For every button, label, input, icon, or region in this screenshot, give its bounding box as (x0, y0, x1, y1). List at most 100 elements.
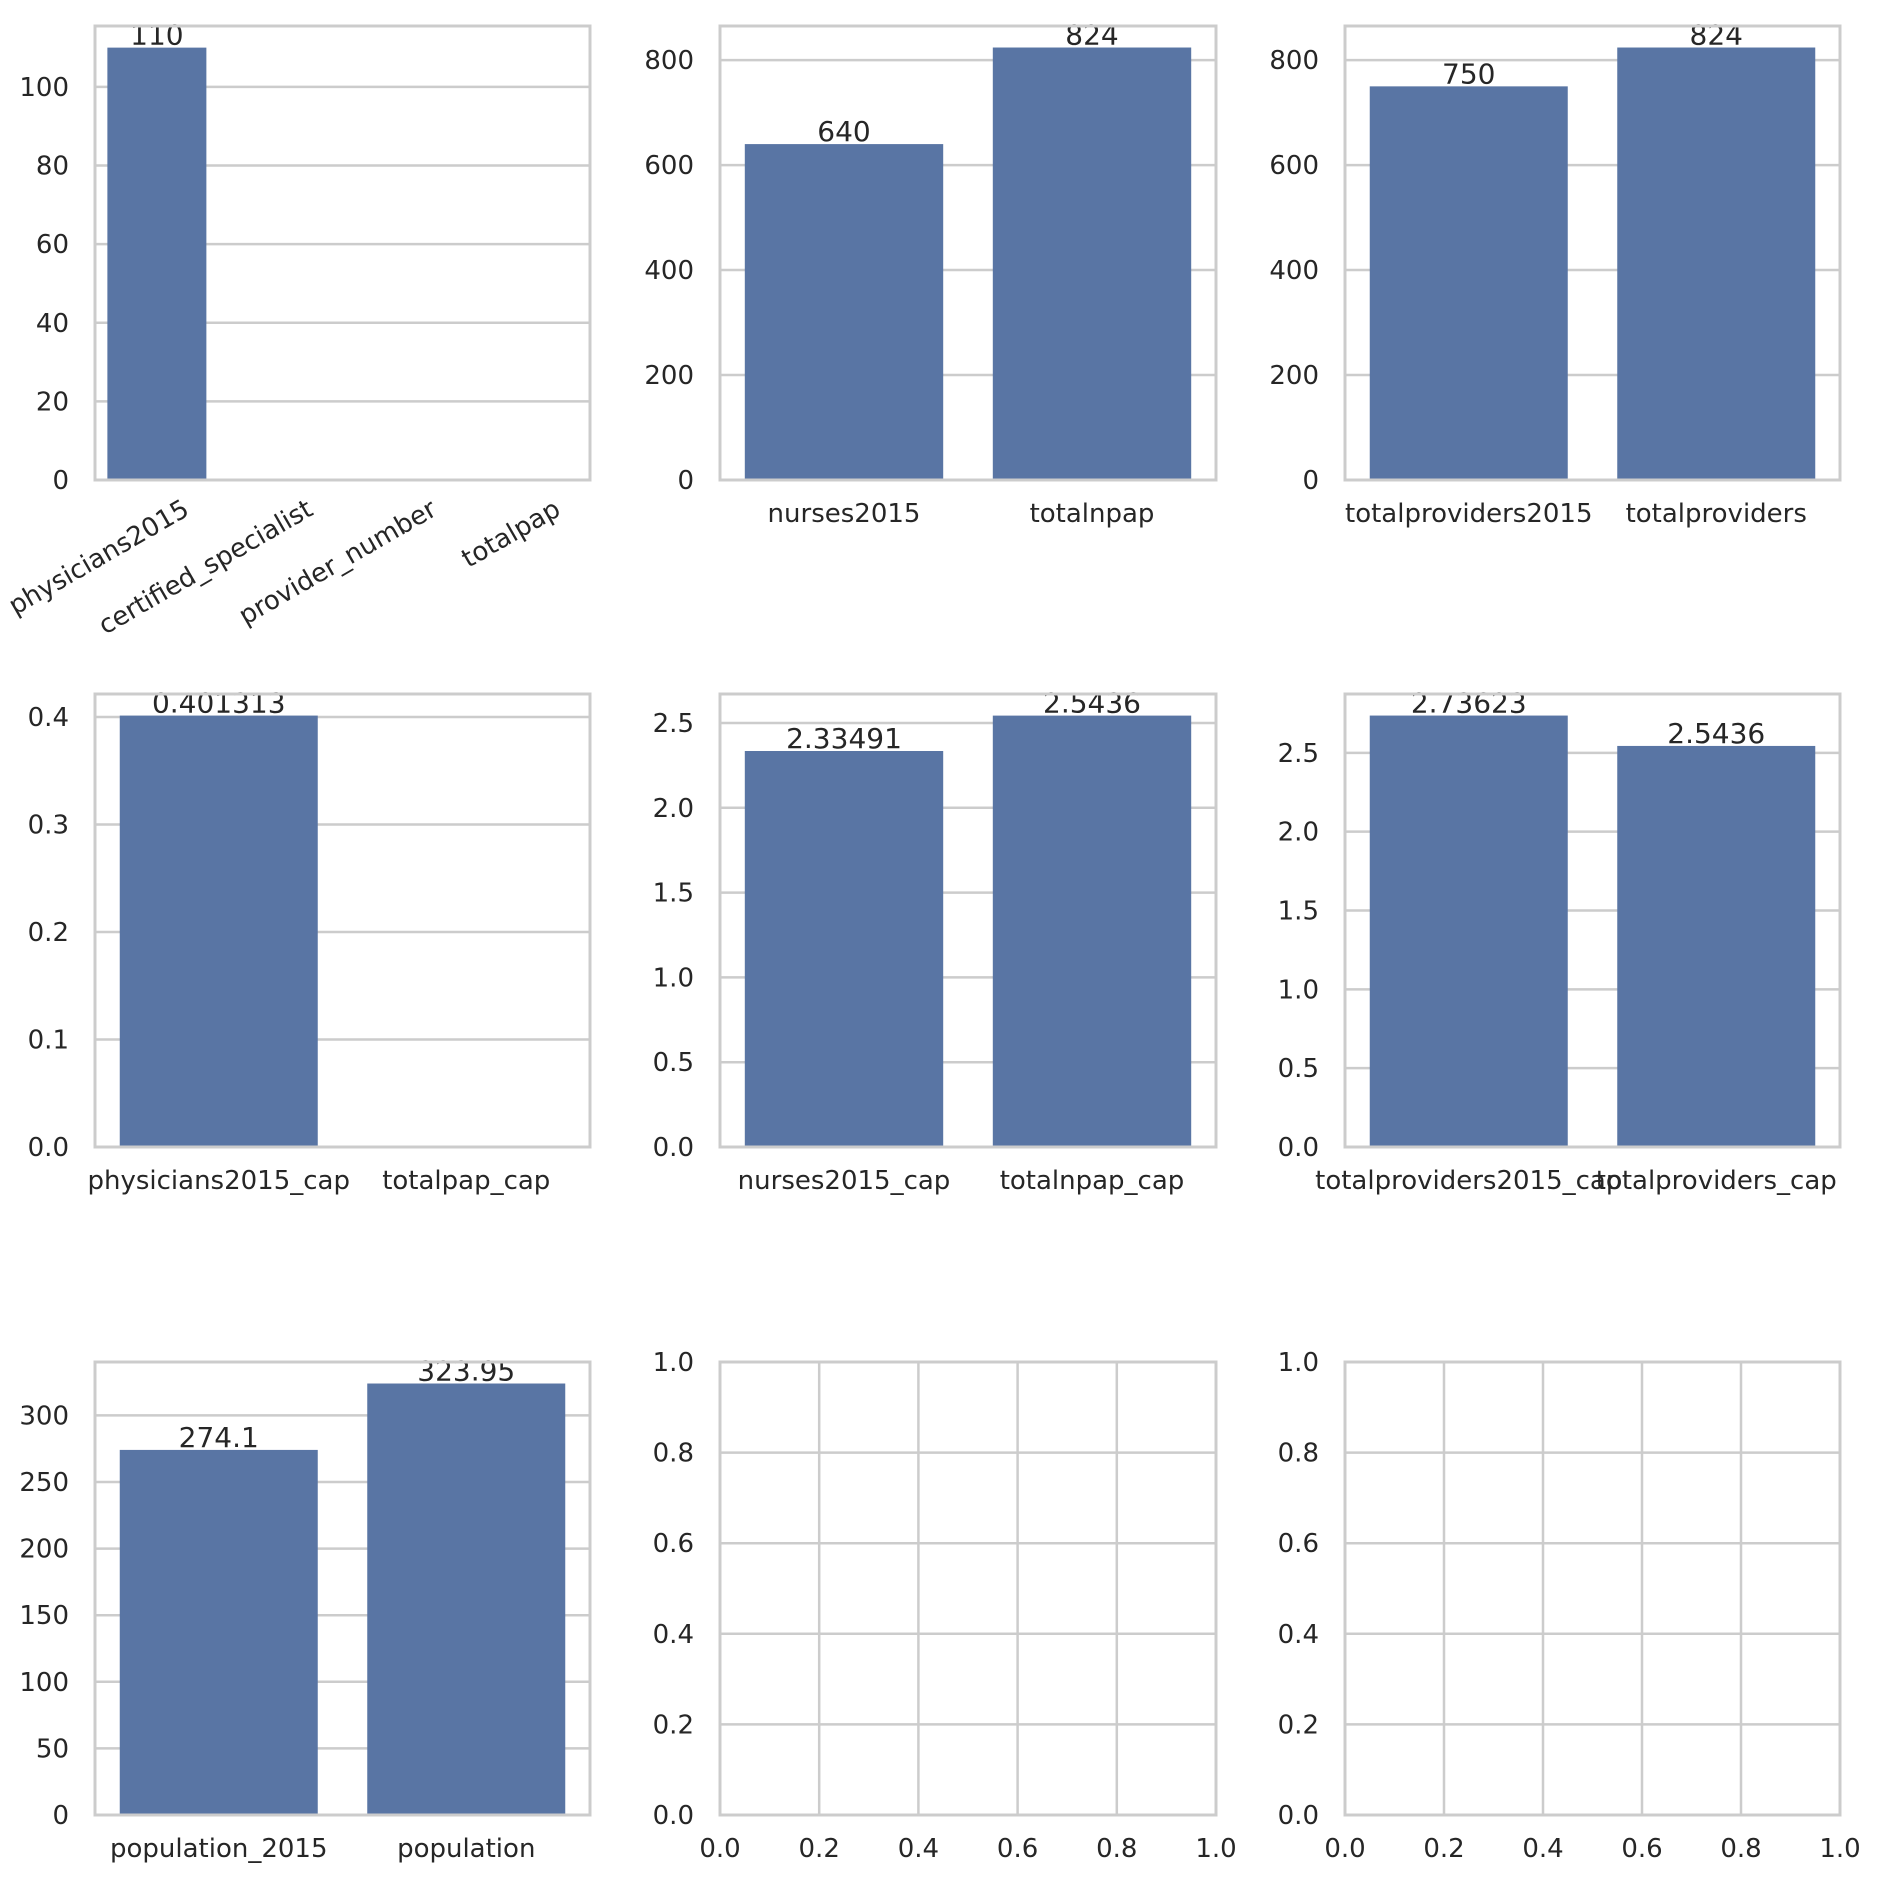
x-tick-label: totalproviders (1626, 499, 1807, 529)
x-tick-label: 0.0 (1324, 1834, 1365, 1864)
axes-frame (718, 692, 1218, 1149)
bar (1369, 86, 1568, 480)
y-tick-label: 0.0 (28, 1133, 69, 1163)
x-tick-label: population (397, 1834, 535, 1864)
y-tick-label: 0.3 (28, 811, 69, 841)
bar (107, 47, 207, 480)
bar-value-label: 2.33491 (786, 722, 902, 755)
bar-value-label: 640 (817, 115, 870, 148)
y-tick-label: 0.1 (28, 1026, 69, 1056)
axes-frame (93, 24, 592, 482)
y-tick-label: 0.0 (1278, 1801, 1319, 1831)
axes-frame (1343, 692, 1842, 1149)
y-tick-label: 100 (19, 73, 69, 103)
y-tick-label: 60 (36, 230, 69, 260)
x-tick-label: totalnpap (1030, 499, 1155, 529)
bar (119, 715, 318, 1147)
y-tick-label: 0.6 (1278, 1529, 1319, 1559)
y-tick-label: 200 (1269, 361, 1319, 391)
x-tick-label: 0.2 (799, 1834, 840, 1864)
y-tick-label: 600 (1269, 151, 1319, 181)
y-tick-label: 800 (1269, 46, 1319, 76)
bar-value-label: 0.401313 (152, 687, 286, 720)
bar (1369, 715, 1568, 1147)
subplot-2: 0 200 400 600 800 640 nurses2015 824 totalnpap (644, 19, 1218, 529)
bar (1617, 47, 1816, 480)
y-tick-label: 100 (19, 1668, 69, 1698)
x-tick-label: nurses2015 (768, 499, 921, 529)
y-tick-label: 1.0 (1278, 975, 1319, 1005)
x-tick-label: 0.4 (1522, 1834, 1563, 1864)
y-tick-label: 400 (644, 256, 694, 286)
y-tick-label: 300 (19, 1401, 69, 1431)
subplot-8: 0.0 0.2 0.4 0.6 0.8 1.0 0.0 0.2 0.4 0.6 0.8 1.0 (653, 1348, 1237, 1864)
axes-frame (1343, 1360, 1842, 1817)
y-tick-label: 20 (36, 387, 69, 417)
axes-frame (718, 24, 1218, 482)
subplot-4: 0.0 0.1 0.2 0.3 0.4 0.401313 physicians2015_ca… (28, 687, 592, 1196)
x-tick-label: totalpap_cap (382, 1166, 550, 1196)
bar (744, 751, 944, 1147)
y-tick-label: 2.0 (1278, 818, 1319, 848)
x-tick-label: physicians2015_cap (87, 1166, 350, 1196)
x-tick-label: totalproviders2015_cap (1315, 1166, 1622, 1196)
x-tick-label: totalproviders2015 (1345, 499, 1593, 529)
y-tick-label: 2.5 (1278, 739, 1319, 769)
x-tick-label: 0.6 (1621, 1834, 1662, 1864)
x-tick-label: 1.0 (1195, 1834, 1236, 1864)
y-tick-label: 250 (19, 1468, 69, 1498)
bar-value-label: 824 (1065, 19, 1118, 52)
subplot-6: 0.0 0.5 1.0 1.5 2.0 2.5 2.73623 totalproviders2… (1278, 687, 1842, 1196)
x-tick-label: 0.6 (997, 1834, 1038, 1864)
x-tick-label: 1.0 (1819, 1834, 1860, 1864)
bar-value-label: 2.5436 (1043, 687, 1141, 720)
y-tick-label: 80 (36, 152, 69, 182)
bar (367, 1383, 566, 1815)
y-tick-label: 0.0 (653, 1133, 694, 1163)
x-tick-label: nurses2015_cap (738, 1166, 951, 1196)
y-tick-label: 0.2 (653, 1710, 694, 1740)
x-tick-label: totalnpap_cap (1000, 1166, 1185, 1196)
bar-value-label: 2.5436 (1667, 717, 1765, 750)
y-tick-label: 1.5 (1278, 896, 1319, 926)
x-tick-label: 0.4 (898, 1834, 939, 1864)
y-tick-label: 800 (644, 46, 694, 76)
y-tick-label: 0 (52, 1801, 69, 1831)
bar-value-label: 323.95 (417, 1355, 515, 1388)
subplot-3: 0 200 400 600 800 750 totalproviders2015 824 tot… (1269, 19, 1842, 529)
y-tick-label: 0.2 (1278, 1710, 1319, 1740)
bar (744, 144, 944, 481)
y-tick-label: 1.0 (1278, 1348, 1319, 1378)
subplot-5: 0.0 0.5 1.0 1.5 2.0 2.5 2.33491 nurses2015_cap 2… (653, 687, 1218, 1196)
y-tick-label: 0.4 (28, 703, 69, 733)
y-tick-label: 0.4 (1278, 1620, 1319, 1650)
y-tick-label: 1.0 (653, 1348, 694, 1378)
y-tick-label: 600 (644, 151, 694, 181)
axes-frame (718, 1360, 1218, 1817)
x-tick-label: 0.8 (1096, 1834, 1137, 1864)
bar (1617, 745, 1816, 1147)
y-tick-label: 2.0 (653, 794, 694, 824)
x-tick-label: certified_specialist (94, 494, 319, 641)
x-tick-label: totalpap (457, 494, 566, 574)
y-tick-label: 40 (36, 309, 69, 339)
bar-value-label: 824 (1690, 19, 1743, 52)
y-tick-label: 0.5 (653, 1048, 694, 1078)
x-tick-label: 0.8 (1720, 1834, 1761, 1864)
axes-frame (93, 692, 592, 1149)
y-tick-label: 0.2 (28, 918, 69, 948)
y-tick-label: 0.8 (1278, 1439, 1319, 1469)
y-tick-label: 0 (52, 466, 69, 496)
y-tick-label: 0.0 (653, 1801, 694, 1831)
y-tick-label: 0.5 (1278, 1054, 1319, 1084)
subplot-1: 020406080100110physicians2015certified_s… (4, 19, 592, 641)
bar (992, 47, 1192, 480)
subplot-9: 0.0 0.2 0.4 0.6 0.8 1.0 0.0 0.2 0.4 0.6 0.8 1.0 (1278, 1348, 1861, 1864)
y-tick-label: 1.0 (653, 963, 694, 993)
bar-value-label: 110 (130, 19, 183, 52)
bar-value-label: 750 (1442, 57, 1495, 90)
y-tick-label: 400 (1269, 256, 1319, 286)
bar (119, 1449, 318, 1815)
y-tick-label: 0.0 (1278, 1133, 1319, 1163)
